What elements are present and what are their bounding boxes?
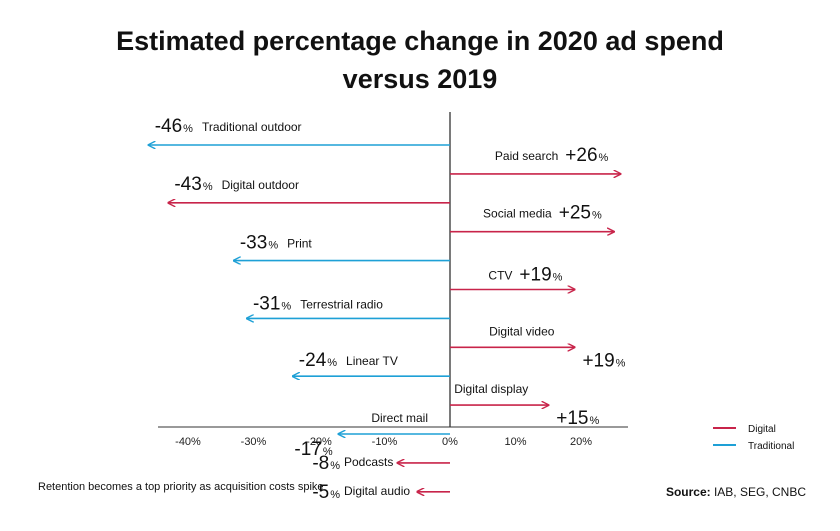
bar-value-label: -31% <box>253 293 291 314</box>
bar-value-label: +25% <box>559 203 602 224</box>
bar-traditional-outdoor: -46% Traditional outdoor <box>149 116 450 145</box>
bar-category-label: Terrestrial radio <box>300 297 383 311</box>
bar-category-label: Digital display <box>454 382 528 396</box>
bar-social-media: +25% Social media <box>450 203 614 232</box>
bar-value-label: -33% <box>240 233 278 254</box>
bar-value-label: +19% <box>582 350 625 371</box>
bar-digital-audio: -5% Digital audio <box>312 482 450 503</box>
bar-value-label: +15% <box>556 408 599 429</box>
source-credit: Source: IAB, SEG, CNBC <box>666 485 806 499</box>
bar-paid-search: +26% Paid search <box>450 145 620 174</box>
bar-category-label: Linear TV <box>346 354 398 368</box>
x-tick-label: 10% <box>504 436 526 448</box>
x-tick-label: -30% <box>241 436 267 448</box>
bar-terrestrial-radio: -31% Terrestrial radio <box>247 293 450 318</box>
bar-digital-video: Digital video +19% <box>450 324 626 371</box>
x-tick-label: -10% <box>372 436 398 448</box>
legend-label-traditional: Traditional <box>748 441 794 452</box>
bar-category-label: Digital audio <box>344 484 410 498</box>
bar-category-label: Podcasts <box>344 455 393 469</box>
bar-value-label: -43% <box>174 174 212 195</box>
x-tick-label: -20% <box>306 436 332 448</box>
x-tick-label: -40% <box>175 436 201 448</box>
bar-ctv: +19% CTV <box>450 265 574 290</box>
chart-title-line-2: versus 2019 <box>342 64 498 94</box>
bar-linear-tv: -24% Linear TV <box>293 350 450 376</box>
bar-category-label: Traditional outdoor <box>202 120 302 134</box>
legend-label-digital: Digital <box>748 424 776 435</box>
bar-value-label: -46% <box>155 116 193 137</box>
bar-category-label: CTV <box>488 269 512 283</box>
legend: Digital Traditional <box>713 424 794 452</box>
bar-direct-mail: Direct mail -17% <box>294 411 450 460</box>
bar-category-label: Paid search <box>495 149 558 163</box>
bar-print: -33% Print <box>234 233 450 261</box>
chart-title: Estimated percentage change in 2020 ad s… <box>0 22 840 98</box>
bar-value-label: -5% <box>312 482 340 503</box>
bar-category-label: Digital outdoor <box>222 178 299 192</box>
bar-category-label: Digital video <box>489 324 555 338</box>
footnote: Retention becomes a top priority as acqu… <box>38 481 324 493</box>
bar-category-label: Direct mail <box>371 411 428 425</box>
bar-category-label: Social media <box>483 207 552 221</box>
x-tick-label: 20% <box>570 436 592 448</box>
source-text: IAB, SEG, CNBC <box>713 485 806 499</box>
bar-value-label: -24% <box>299 350 337 371</box>
bar-digital-display: Digital display +15% <box>450 382 599 429</box>
bar-category-label: Print <box>287 237 312 251</box>
bar-podcasts: -8% Podcasts <box>312 453 450 474</box>
bar-value-label: +19% <box>519 265 562 286</box>
source-label: Source: <box>665 485 711 499</box>
bar-value-label: -8% <box>312 453 340 474</box>
x-tick-label: 0% <box>442 436 458 448</box>
chart-title-line-1: Estimated percentage change in 2020 ad s… <box>116 26 724 56</box>
bar-value-label: +26% <box>565 145 608 166</box>
bar-value-label: -17% <box>294 439 332 460</box>
bar-digital-outdoor: -43% Digital outdoor <box>168 174 450 203</box>
